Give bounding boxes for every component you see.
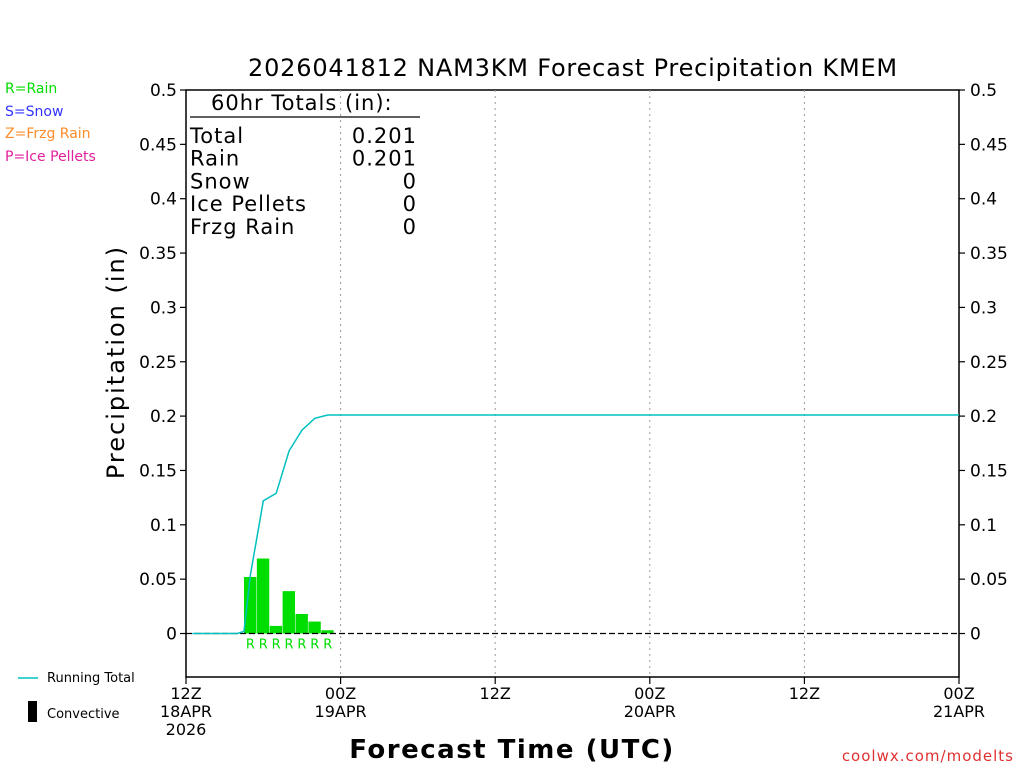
y-tick-label-right: 0.1 xyxy=(970,516,997,536)
y-tick-label-right: 0 xyxy=(970,625,981,645)
y-tick-label-right: 0.45 xyxy=(970,135,1008,155)
x-tick-label: 21APR xyxy=(933,702,985,721)
y-tick-label-left: 0 xyxy=(166,625,177,645)
totals-row-label: Total xyxy=(189,124,244,148)
convective-legend-swatch xyxy=(28,701,37,722)
precip-bar xyxy=(269,625,283,634)
precip-type-label: R xyxy=(259,638,268,653)
precip-bar xyxy=(295,613,308,634)
x-tick-label: 00Z xyxy=(634,684,665,703)
y-tick-label-right: 0.3 xyxy=(970,298,997,318)
precip-bar xyxy=(308,621,321,634)
y-tick-label-right: 0.5 xyxy=(970,81,997,101)
legend-rain: R=Rain xyxy=(5,81,58,97)
y-tick-label-left: 0.25 xyxy=(139,353,177,373)
precip-type-label: R xyxy=(310,638,319,653)
totals-row-label: Snow xyxy=(190,169,251,193)
x-tick-label: 12Z xyxy=(789,684,820,703)
x-tick-label: 12Z xyxy=(170,684,201,703)
y-axis-left: 0 0.05 0.1 0.15 0.2 0.25 0.3 0.35 0.4 0.45 0.5 xyxy=(139,81,186,645)
totals-row-label: Ice Pellets xyxy=(190,192,307,216)
convective-legend-label: Convective xyxy=(47,707,120,722)
y-tick-label-left: 0.05 xyxy=(139,570,177,590)
precip-type-label: R xyxy=(246,638,255,653)
running-total-legend-label: Running Total xyxy=(47,671,135,686)
chart-title: 2026041812 NAM3KM Forecast Precipitation… xyxy=(248,54,898,82)
precip-bar xyxy=(256,558,270,634)
precip-bars xyxy=(243,558,334,634)
x-tick-label: 00Z xyxy=(325,684,356,703)
watermark: coolwx.com/modelts xyxy=(842,747,1014,765)
x-tick-label: 2026 xyxy=(166,720,207,739)
totals-row-value: 0 xyxy=(403,192,417,216)
precip-bar xyxy=(282,591,296,634)
y-tick-label-left: 0.35 xyxy=(139,244,177,264)
y-axis-right: 0 0.05 0.1 0.15 0.2 0.25 0.3 0.35 0.4 0.45 0.5 xyxy=(959,81,1008,645)
totals-box: 60hr Totals (in): Total 0.201 Rain 0.201 Sno… xyxy=(189,91,420,239)
x-tick-label: 19APR xyxy=(315,702,367,721)
legend-ice-pellets: P=Ice Pellets xyxy=(5,149,96,165)
legend-snow: S=Snow xyxy=(5,104,64,120)
y-tick-label-left: 0.45 xyxy=(139,135,177,155)
totals-heading: 60hr Totals (in): xyxy=(211,91,393,115)
plot-frame xyxy=(185,89,960,678)
x-tick-label: 00Z xyxy=(943,684,974,703)
y-tick-label-right: 0.15 xyxy=(970,461,1008,481)
x-tick-label: 20APR xyxy=(624,702,676,721)
totals-row-label: Frzg Rain xyxy=(190,215,295,239)
y-tick-label-left: 0.1 xyxy=(150,516,177,536)
y-tick-label-left: 0.4 xyxy=(150,190,177,210)
y-tick-label-right: 0.4 xyxy=(970,190,997,210)
precip-type-label: R xyxy=(297,638,306,653)
y-tick-label-right: 0.25 xyxy=(970,353,1008,373)
totals-row-value: 0 xyxy=(403,169,417,193)
y-tick-label-right: 0.05 xyxy=(970,570,1008,590)
y-axis-label: Precipitation (in) xyxy=(102,245,130,479)
precip-type-label: R xyxy=(272,638,281,653)
y-tick-label-left: 0.5 xyxy=(150,81,177,101)
totals-row-label: Rain xyxy=(190,147,240,171)
gridlines xyxy=(340,90,805,677)
y-tick-label-right: 0.2 xyxy=(970,407,997,427)
totals-row-value: 0.201 xyxy=(352,147,417,171)
y-tick-label-left: 0.3 xyxy=(150,298,177,318)
legend-frzg-rain: Z=Frzg Rain xyxy=(5,126,91,142)
x-axis-label: Forecast Time (UTC) xyxy=(349,735,675,765)
y-tick-label-left: 0.2 xyxy=(150,407,177,427)
x-tick-label: 18APR xyxy=(160,702,212,721)
x-tick-label: 12Z xyxy=(480,684,511,703)
running-total-line xyxy=(192,414,959,635)
precip-type-label: R xyxy=(285,638,294,653)
precip-bar xyxy=(243,576,257,634)
precip-bar xyxy=(321,630,334,634)
precip-type-label: R xyxy=(323,638,332,653)
totals-row-value: 0 xyxy=(403,215,417,239)
y-tick-label-left: 0.15 xyxy=(139,461,177,481)
y-tick-label-right: 0.35 xyxy=(970,244,1008,264)
totals-row-value: 0.201 xyxy=(352,124,417,148)
